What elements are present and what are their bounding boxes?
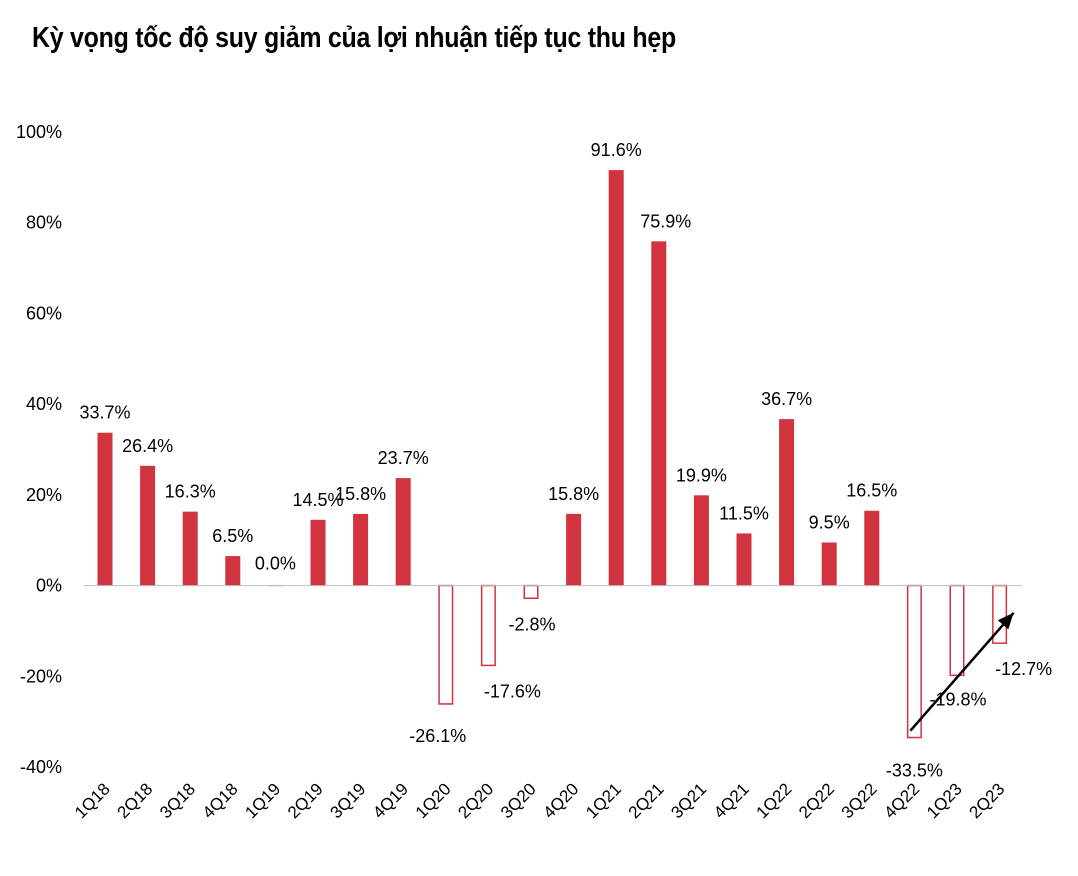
y-tick-label: 60% bbox=[26, 303, 62, 323]
x-tick-label: 4Q19 bbox=[369, 779, 412, 822]
bar-1Q22 bbox=[779, 419, 795, 586]
bar-2Q18 bbox=[140, 465, 156, 586]
data-label-1Q18: 33.7% bbox=[79, 403, 130, 423]
data-labels: 33.7%26.4%16.3%6.5%0.0%14.5%15.8%23.7%-2… bbox=[79, 140, 1052, 780]
y-tick-label: 100% bbox=[16, 122, 62, 142]
bar-2Q20 bbox=[480, 584, 496, 667]
x-tick-label: 1Q22 bbox=[753, 779, 796, 822]
data-label-4Q22: -33.5% bbox=[886, 761, 943, 781]
trend-arrow-line bbox=[909, 611, 1015, 732]
bar-4Q22 bbox=[906, 584, 922, 739]
x-tick-label: 2Q19 bbox=[284, 779, 327, 822]
data-label-1Q22: 36.7% bbox=[761, 389, 812, 409]
category-labels: 1Q18 2Q18 3Q18 4Q18 1Q19 2Q19 3Q19 4Q19 1Q20 2Q20… bbox=[71, 779, 1008, 822]
data-label-2Q23: -12.7% bbox=[995, 659, 1052, 679]
y-tick-label: -40% bbox=[20, 757, 62, 777]
bar-1Q23 bbox=[949, 584, 965, 677]
bar-2Q21 bbox=[651, 241, 667, 586]
x-tick-label: 2Q23 bbox=[966, 779, 1009, 822]
data-label-3Q22: 16.5% bbox=[846, 481, 897, 501]
x-tick-label: 1Q23 bbox=[923, 779, 966, 822]
data-label-2Q20: -17.6% bbox=[484, 681, 541, 701]
bar-4Q18 bbox=[225, 556, 241, 586]
x-tick-label: 3Q22 bbox=[838, 779, 881, 822]
bar-4Q21 bbox=[736, 533, 752, 586]
bar-2Q22 bbox=[821, 542, 837, 586]
x-tick-label: 4Q22 bbox=[880, 779, 923, 822]
bars bbox=[97, 170, 1008, 739]
bar-3Q19 bbox=[353, 513, 369, 586]
data-label-3Q18: 16.3% bbox=[165, 482, 216, 502]
x-tick-label: 1Q18 bbox=[71, 779, 114, 822]
y-tick-label: 20% bbox=[26, 485, 62, 505]
y-tick-label: 0% bbox=[36, 576, 62, 596]
x-tick-label: 3Q19 bbox=[327, 779, 370, 822]
x-tick-label: 4Q18 bbox=[199, 779, 242, 822]
bar-3Q20 bbox=[523, 584, 539, 600]
data-label-3Q19: 15.8% bbox=[335, 484, 386, 504]
y-tick-label: -20% bbox=[20, 666, 62, 686]
data-label-2Q18: 26.4% bbox=[122, 436, 173, 456]
data-label-1Q21: 91.6% bbox=[591, 140, 642, 160]
y-tick-label: 40% bbox=[26, 394, 62, 414]
y-axis-labels: 100% 80% 60% 40% 20% 0% -20% -40% bbox=[16, 122, 62, 777]
data-label-3Q20: -2.8% bbox=[508, 614, 555, 634]
data-label-4Q21: 11.5% bbox=[719, 503, 769, 523]
x-tick-label: 1Q19 bbox=[241, 779, 284, 822]
data-label-2Q19: 14.5% bbox=[292, 490, 343, 510]
data-label-2Q21: 75.9% bbox=[640, 211, 691, 231]
x-tick-label: 4Q20 bbox=[540, 779, 583, 822]
x-tick-label: 3Q20 bbox=[497, 779, 540, 822]
bar-3Q22 bbox=[864, 510, 880, 586]
bar-1Q18 bbox=[97, 432, 113, 586]
trend-arrow-head bbox=[997, 612, 1014, 630]
data-label-2Q22: 9.5% bbox=[809, 512, 850, 532]
y-tick-label: 80% bbox=[26, 213, 62, 233]
x-tick-label: 3Q18 bbox=[156, 779, 199, 822]
x-tick-label: 1Q21 bbox=[582, 779, 625, 822]
x-tick-label: 2Q22 bbox=[795, 779, 838, 822]
data-label-1Q20: -26.1% bbox=[409, 726, 466, 746]
data-label-1Q19: 0.0% bbox=[255, 554, 296, 574]
x-tick-label: 1Q20 bbox=[412, 779, 455, 822]
data-label-4Q19: 23.7% bbox=[378, 448, 429, 468]
bar-3Q21 bbox=[693, 495, 709, 586]
bar-2Q19 bbox=[310, 519, 326, 586]
x-tick-label: 2Q18 bbox=[114, 779, 157, 822]
bar-4Q20 bbox=[566, 513, 582, 586]
x-tick-label: 2Q20 bbox=[454, 779, 497, 822]
bar-1Q20 bbox=[438, 584, 454, 705]
x-tick-label: 4Q21 bbox=[710, 779, 753, 822]
bar-3Q18 bbox=[182, 511, 198, 586]
data-label-4Q20: 15.8% bbox=[548, 484, 599, 504]
chart-title: Kỳ vọng tốc độ suy giảm của lợi nhuận ti… bbox=[32, 22, 676, 54]
x-tick-label: 3Q21 bbox=[667, 779, 710, 822]
bar-1Q21 bbox=[608, 170, 624, 586]
bar-4Q19 bbox=[395, 478, 411, 586]
x-tick-label: 2Q21 bbox=[625, 779, 668, 822]
annotations bbox=[909, 611, 1015, 732]
data-label-4Q18: 6.5% bbox=[212, 526, 253, 546]
data-label-3Q21: 19.9% bbox=[676, 465, 727, 485]
